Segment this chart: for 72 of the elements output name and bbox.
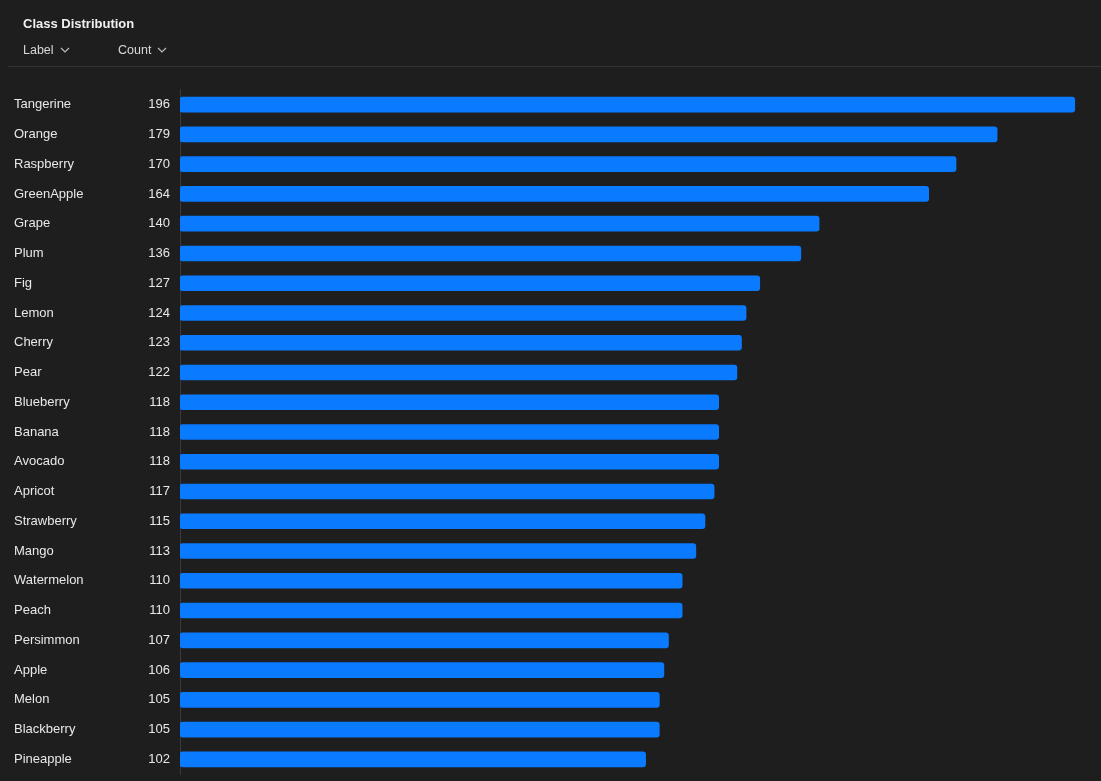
y-tick-label: Melon	[14, 691, 50, 707]
y-tick-label: Banana	[14, 423, 60, 439]
y-tick-label: Fig	[14, 274, 33, 290]
bar	[180, 156, 957, 173]
bar	[180, 662, 665, 678]
data-label: 164	[148, 185, 170, 201]
y-tick-label: Blackberry	[14, 721, 76, 737]
y-tick-label: Strawberry	[14, 512, 78, 528]
bar	[180, 96, 1076, 113]
data-label: 179	[148, 126, 170, 142]
data-label: 117	[149, 483, 170, 499]
y-tick-label: Grape	[14, 215, 51, 231]
data-label: 105	[148, 721, 170, 737]
data-label: 122	[148, 364, 170, 380]
y-tick-label: Tangerine	[14, 96, 72, 112]
bar	[180, 394, 719, 411]
bar	[180, 245, 802, 262]
data-label: 136	[148, 245, 170, 261]
bar	[180, 721, 660, 738]
chart-title: Class Distribution	[23, 16, 135, 31]
bar	[180, 424, 719, 440]
bar	[180, 305, 747, 321]
data-label: 196	[148, 96, 170, 112]
bar	[180, 334, 742, 351]
bar	[180, 453, 719, 470]
bar	[180, 483, 715, 500]
data-label: 102	[148, 750, 170, 766]
y-tick-label: Apricot	[14, 483, 55, 499]
bar	[180, 215, 820, 232]
data-label: 105	[148, 691, 170, 707]
y-tick-label: Blueberry	[14, 393, 71, 409]
y-tick-label: Orange	[14, 126, 58, 142]
data-label: 113	[149, 542, 170, 558]
data-label: 170	[148, 155, 170, 171]
bar	[180, 513, 706, 530]
y-tick-label: Mango	[14, 542, 54, 558]
y-tick-label: Apple	[14, 661, 48, 677]
data-label: 115	[149, 512, 170, 528]
y-tick-label: Cherry	[14, 334, 54, 350]
bar	[180, 691, 660, 708]
data-label: 140	[148, 215, 170, 231]
data-label: 118	[149, 393, 170, 409]
y-axis-title: Label	[23, 43, 54, 57]
bar	[180, 572, 683, 589]
data-label: 110	[149, 572, 170, 588]
bar	[180, 632, 669, 649]
bar	[180, 751, 646, 768]
data-label: 123	[148, 334, 170, 350]
y-tick-label: Avocado	[14, 453, 65, 469]
bar	[180, 275, 761, 292]
y-tick-label: Pineapple	[14, 750, 72, 766]
data-label: 118	[149, 453, 170, 469]
bar	[180, 126, 998, 143]
bar	[180, 364, 738, 381]
bar	[180, 602, 683, 619]
y-tick-label: GreenApple	[14, 185, 84, 201]
bar	[180, 186, 929, 202]
x-axis-title: Count	[118, 43, 152, 57]
y-tick-label: Persimmon	[14, 631, 80, 647]
y-tick-label: Lemon	[14, 304, 54, 320]
data-label: 124	[148, 304, 170, 320]
data-label: 106	[148, 661, 170, 677]
bar	[180, 543, 697, 559]
y-tick-label: Pear	[14, 364, 43, 380]
data-label: 127	[148, 274, 170, 290]
data-label: 107	[148, 631, 170, 647]
data-label: 118	[149, 423, 170, 439]
y-tick-label: Plum	[14, 245, 44, 261]
data-label: 110	[149, 602, 170, 618]
y-tick-label: Watermelon	[14, 572, 84, 588]
y-tick-label: Raspberry	[14, 155, 75, 171]
y-tick-label: Peach	[14, 602, 51, 618]
